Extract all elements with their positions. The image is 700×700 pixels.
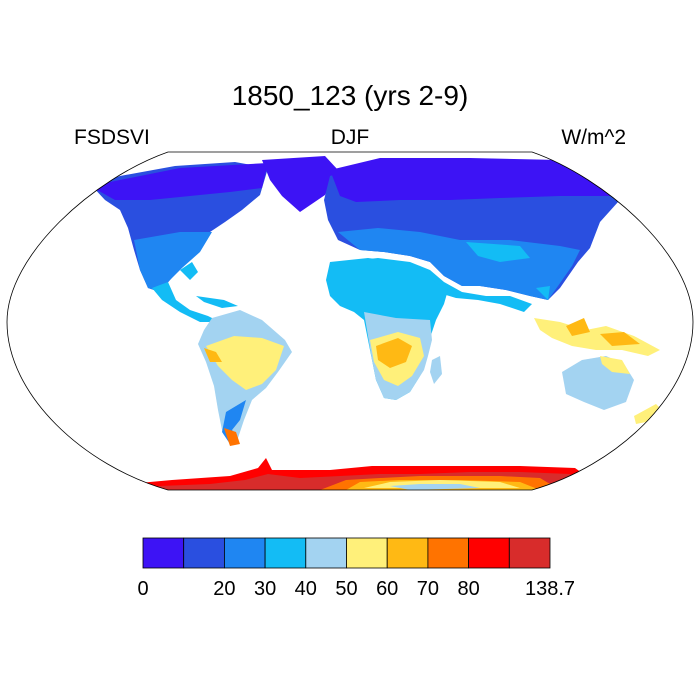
colorbar-tick-label: 20: [213, 578, 235, 600]
season-label: DJF: [330, 126, 370, 149]
colorbar-tick-label: 70: [417, 578, 439, 600]
colorbar-bin: [386, 537, 429, 569]
map-title: 1850_123 (yrs 2-9): [231, 80, 469, 111]
colorbar-bin: [468, 537, 510, 569]
north-america: [90, 162, 268, 322]
colorbar-tick-label: 138.7: [525, 578, 575, 600]
colorbar-bin: [427, 537, 469, 569]
colorbar-bin: [142, 537, 185, 569]
colorbar-tick-label: 60: [376, 578, 398, 600]
africa: [326, 258, 448, 400]
colorbar-bin: [264, 537, 307, 569]
colorbar-bin: [305, 537, 347, 569]
colorbar-tick-label: 80: [457, 578, 479, 600]
land-fill-layer: [90, 156, 662, 490]
units-label: W/m^2: [561, 126, 626, 149]
colorbar-bin: [223, 537, 266, 569]
colorbar-tick-label: 40: [295, 578, 317, 600]
south-america: [198, 310, 292, 446]
map-outline: [6, 151, 694, 491]
colorbar-tick-label: 50: [335, 578, 357, 600]
colorbar-bin: [508, 537, 551, 569]
colorbar: 0 20 30 40 50 60 70 80 138.7: [137, 537, 575, 600]
variable-label: FSDSVI: [74, 126, 150, 149]
colorbar-tick-label: 30: [254, 578, 276, 600]
colorbar-bin: [346, 537, 388, 569]
antarctica: [128, 458, 600, 490]
colorbar-bin: [183, 537, 225, 569]
greenland: [262, 156, 338, 212]
australia: [562, 356, 662, 424]
colorbar-tick-label: 0: [137, 578, 148, 600]
maritime-asia: [534, 318, 660, 356]
